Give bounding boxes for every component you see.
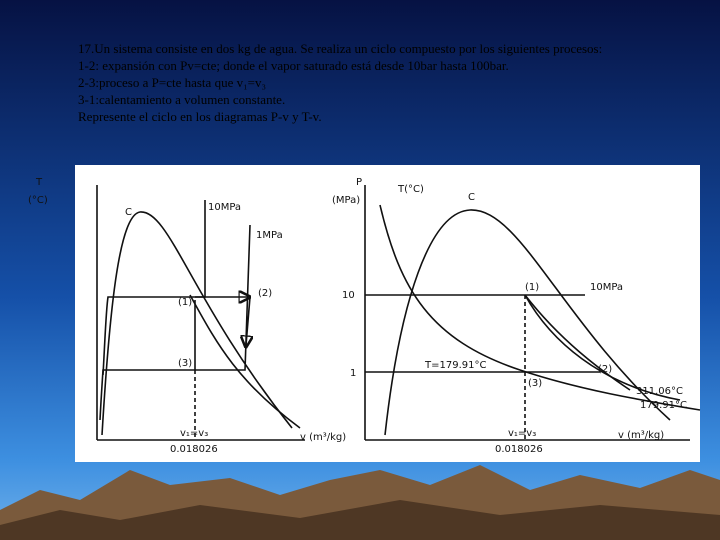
text-line: 1-2: expansión con Pv=cte; donde el vapo… [78,58,509,73]
label: 1 [350,368,356,379]
label: 311.06°C [636,386,683,397]
label: (2) [258,288,272,299]
tv-diagram: T (°C) C 10MPa 1MPa (1) (2) (3) v₁=v₃ 0.… [28,177,346,455]
label: C [468,192,475,203]
label: T(°C) [397,184,424,195]
label: v (m³/kg) [618,430,664,441]
label: (2) [598,364,612,375]
label: (3) [528,378,542,389]
label: 179.91°C [640,400,687,411]
text-line: Represente el ciclo en los diagramas P-v… [78,109,322,124]
problem-text: 17.Un sistema consiste en dos kg de agua… [78,40,663,125]
label: 0.018026 [170,444,218,455]
label: (1) [525,282,539,293]
text-line: 3-1:calentamiento a volumen constante. [78,92,286,107]
label: 10MPa [590,282,623,293]
text-line: 17.Un sistema consiste en dos kg de agua… [78,41,603,56]
label: 1MPa [256,230,283,241]
label: (1) [178,297,192,308]
label: (MPa) [332,195,360,206]
text-line: 2-3:proceso a P=cte hasta que v₁=v₃ [78,75,266,90]
label: v₁=v₃ [180,428,208,439]
label: (3) [178,358,192,369]
label: v₁=v₃ [508,428,536,439]
label: T [35,177,43,188]
label: v (m³/kg) [300,432,346,443]
label: 10 [342,290,355,301]
label: 0.018026 [495,444,543,455]
label: (°C) [28,195,48,206]
label: 10MPa [208,202,241,213]
label: P [356,177,362,188]
pv-diagram: P (MPa) T(°C) C 10 1 (1) 10MPa T=179.91°… [332,177,701,455]
label: T=179.91°C [424,360,486,371]
label: C [125,207,132,218]
